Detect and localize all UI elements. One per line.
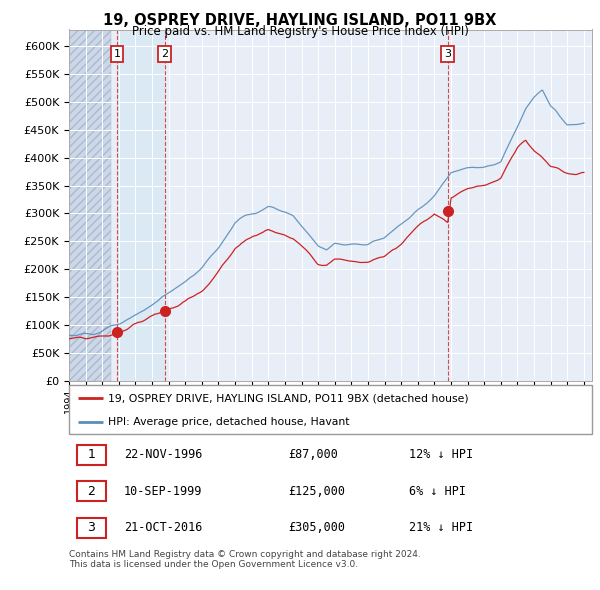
Text: 2: 2: [87, 484, 95, 498]
Text: 6% ↓ HPI: 6% ↓ HPI: [409, 484, 466, 498]
Text: 1: 1: [113, 49, 121, 59]
FancyBboxPatch shape: [77, 517, 106, 537]
Text: 10-SEP-1999: 10-SEP-1999: [124, 484, 202, 498]
Text: 19, OSPREY DRIVE, HAYLING ISLAND, PO11 9BX (detached house): 19, OSPREY DRIVE, HAYLING ISLAND, PO11 9…: [108, 394, 469, 404]
Text: 2: 2: [161, 49, 168, 59]
Text: 3: 3: [87, 521, 95, 534]
Text: Price paid vs. HM Land Registry's House Price Index (HPI): Price paid vs. HM Land Registry's House …: [131, 25, 469, 38]
Text: 21-OCT-2016: 21-OCT-2016: [124, 521, 202, 534]
Text: Contains HM Land Registry data © Crown copyright and database right 2024.
This d: Contains HM Land Registry data © Crown c…: [69, 550, 421, 569]
FancyBboxPatch shape: [77, 445, 106, 465]
Text: £125,000: £125,000: [289, 484, 346, 498]
Bar: [117, 30, 164, 381]
Bar: [69, 30, 110, 381]
Text: 22-NOV-1996: 22-NOV-1996: [124, 448, 202, 461]
FancyBboxPatch shape: [77, 481, 106, 501]
Text: 3: 3: [444, 49, 451, 59]
Text: 21% ↓ HPI: 21% ↓ HPI: [409, 521, 473, 534]
Text: 12% ↓ HPI: 12% ↓ HPI: [409, 448, 473, 461]
Text: £87,000: £87,000: [289, 448, 338, 461]
Text: HPI: Average price, detached house, Havant: HPI: Average price, detached house, Hava…: [108, 417, 350, 427]
Text: £305,000: £305,000: [289, 521, 346, 534]
FancyBboxPatch shape: [69, 385, 592, 434]
Text: 1: 1: [87, 448, 95, 461]
Text: 19, OSPREY DRIVE, HAYLING ISLAND, PO11 9BX: 19, OSPREY DRIVE, HAYLING ISLAND, PO11 9…: [103, 13, 497, 28]
